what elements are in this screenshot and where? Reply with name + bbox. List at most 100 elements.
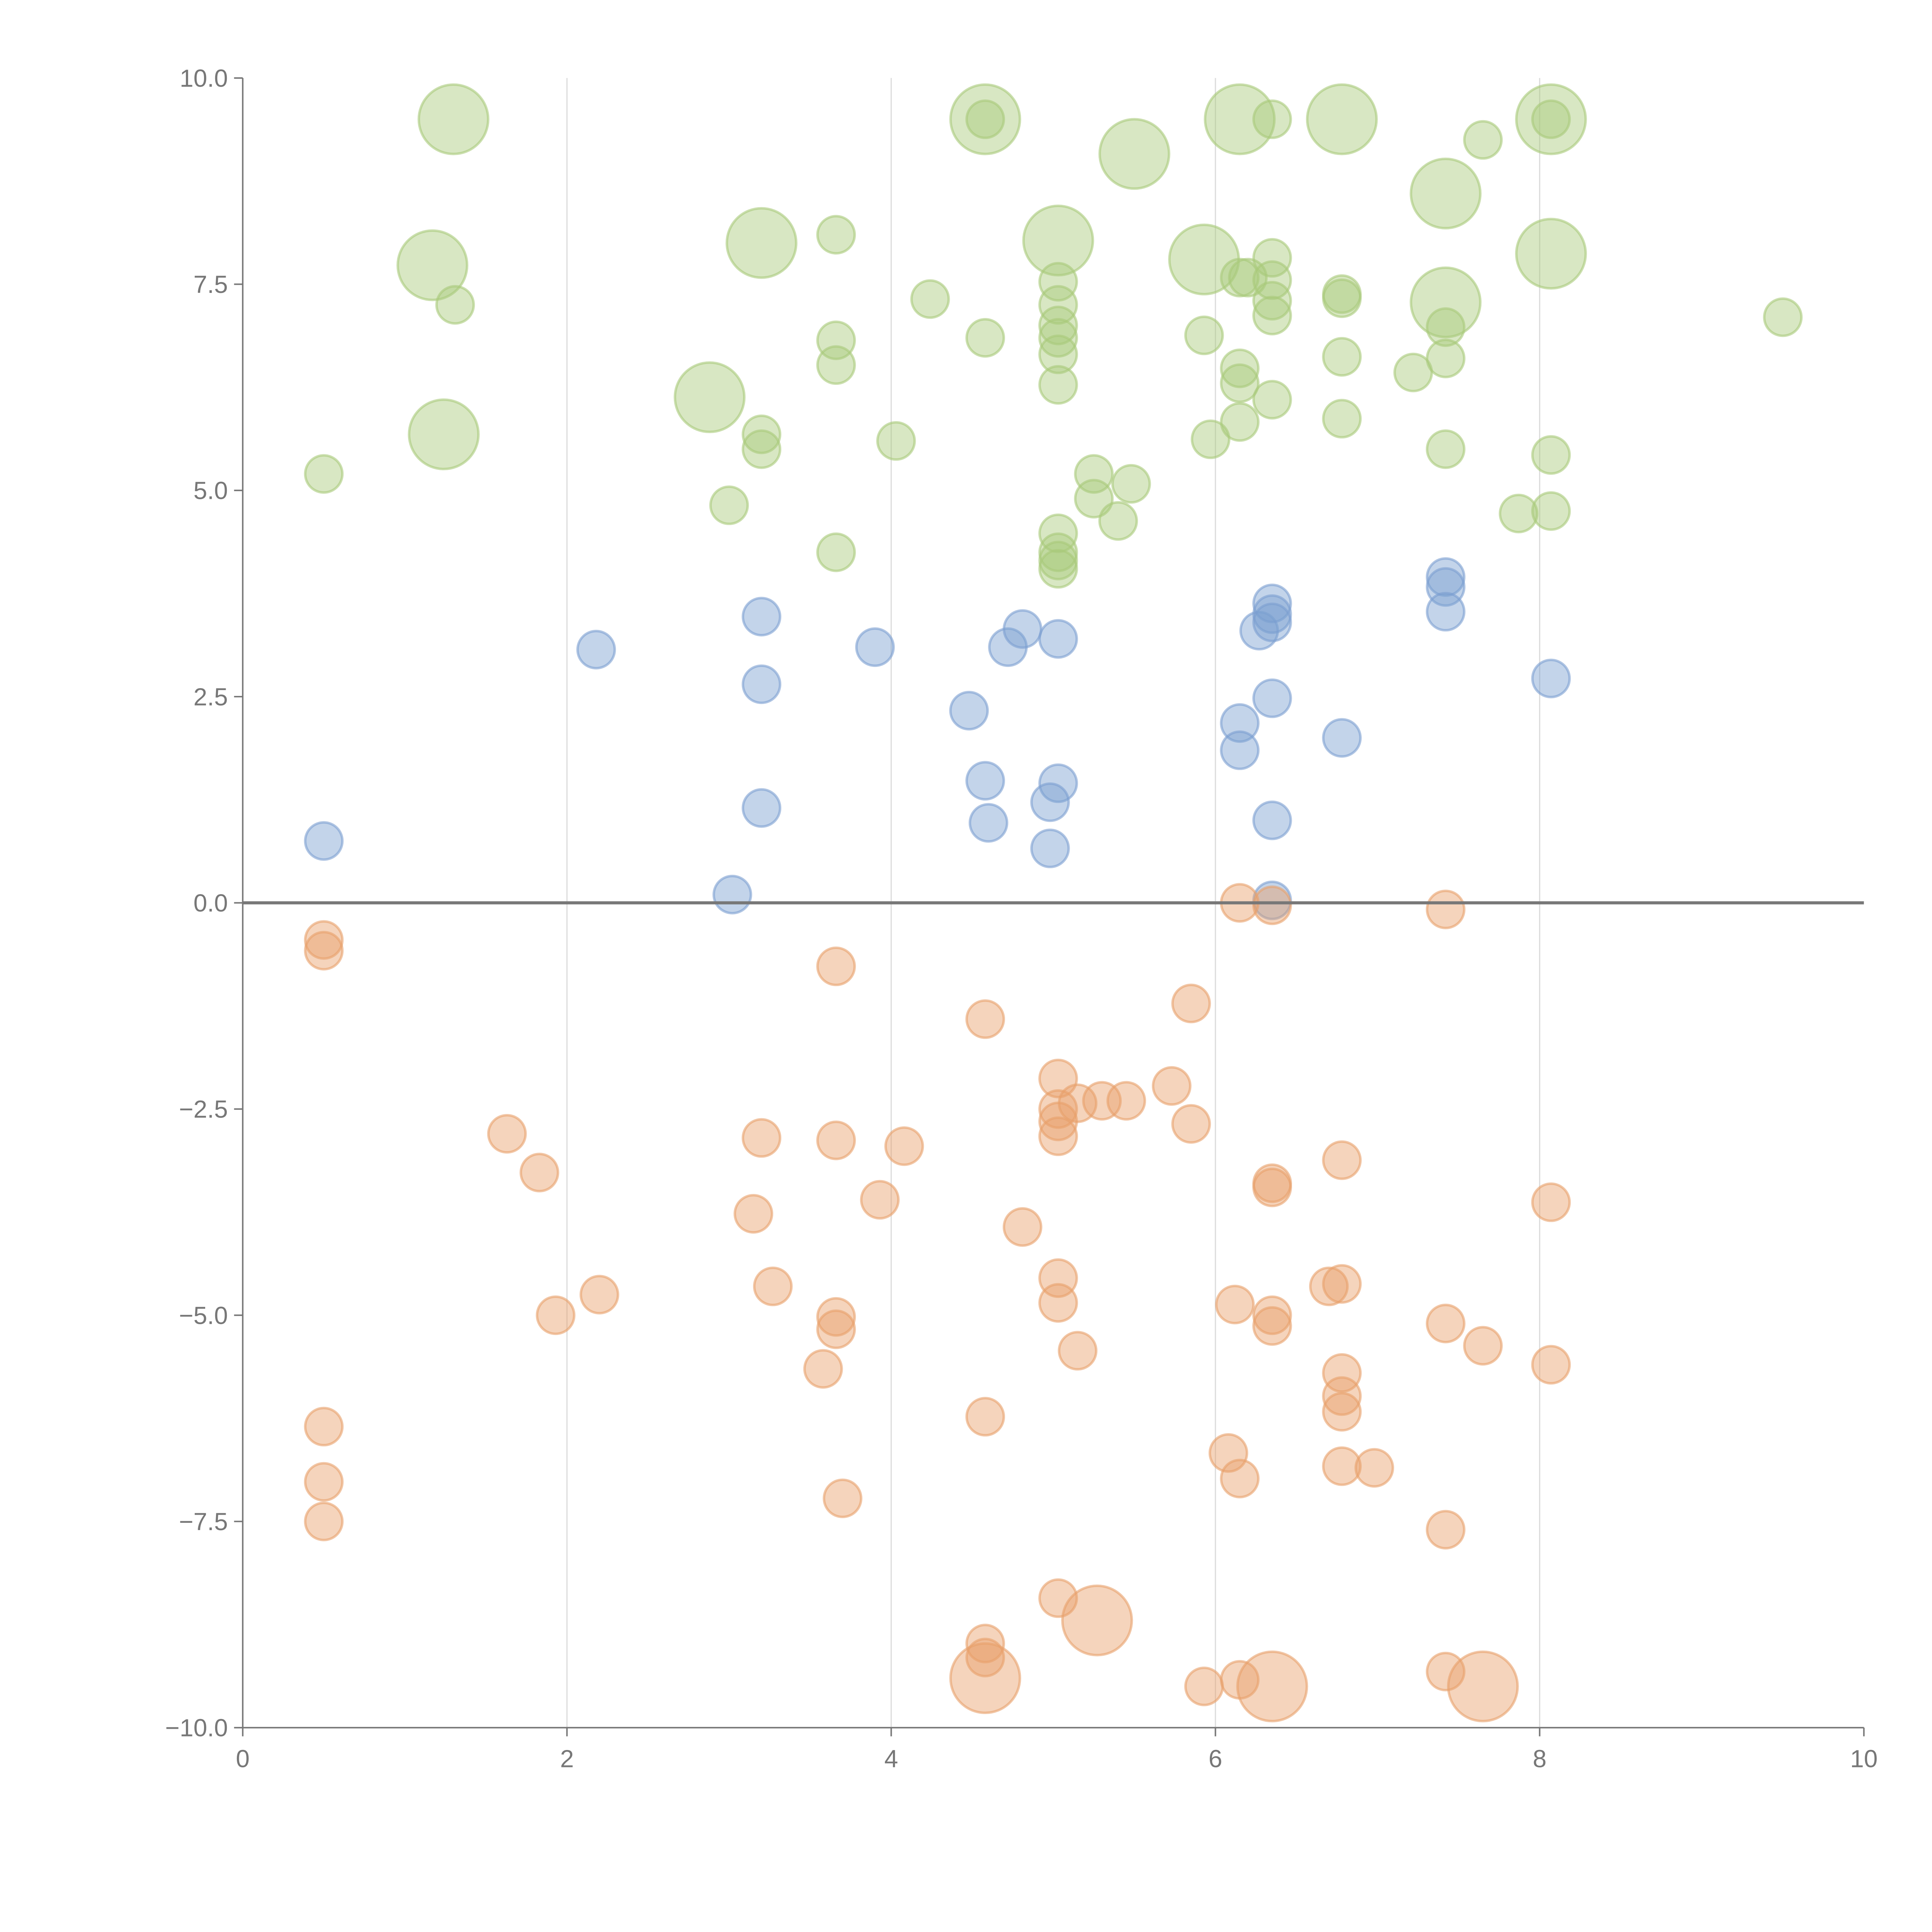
data-point-low <box>1208 1433 1248 1473</box>
data-point-high <box>1074 479 1114 519</box>
data-point-low <box>1447 1650 1519 1723</box>
data-point-middle <box>1531 658 1571 699</box>
data-point-high <box>1252 238 1292 278</box>
data-point-low <box>1252 1295 1292 1335</box>
x-tick-label: 10 <box>1850 1745 1878 1773</box>
data-point-high <box>1220 402 1260 442</box>
data-point-low <box>1425 1651 1466 1692</box>
data-point-high <box>1111 464 1151 504</box>
data-point-high <box>949 83 1021 155</box>
data-point-high <box>1531 491 1571 531</box>
data-point-low <box>965 1638 1005 1677</box>
data-point-low <box>1002 1207 1043 1247</box>
data-point-high <box>1498 493 1539 534</box>
x-tick-label: 2 <box>560 1745 574 1773</box>
data-point-low <box>487 1114 527 1154</box>
y-tick-label: 5.0 <box>194 477 228 505</box>
data-point-low <box>742 1118 782 1158</box>
x-tick-label: 4 <box>884 1745 898 1773</box>
y-tick-label: 0.0 <box>194 889 228 917</box>
data-point-low <box>304 1502 344 1541</box>
y-tick-label: −7.5 <box>179 1508 228 1536</box>
y-tick-label: 10.0 <box>180 64 228 92</box>
data-point-middle <box>1322 718 1362 758</box>
data-point-low <box>536 1295 576 1335</box>
data-point-low <box>816 1297 856 1337</box>
data-point-high <box>816 532 856 572</box>
data-point-high <box>1252 281 1292 321</box>
data-point-high <box>1322 337 1362 377</box>
y-axis-ticks: 10.0 7.5 5.0 2.5 0.0 −2.5 −5.0 −7.5 −10.0 <box>165 64 243 1742</box>
data-point-high <box>1038 334 1078 374</box>
data-point-low <box>823 1478 862 1519</box>
data-point-low <box>1236 1650 1308 1723</box>
y-tick-label: 2.5 <box>194 683 228 711</box>
data-point-high <box>1515 83 1587 155</box>
data-point-high <box>1184 315 1224 355</box>
data-point-low <box>1058 1331 1098 1371</box>
data-point-high <box>1425 429 1466 469</box>
data-point-low <box>965 999 1005 1039</box>
data-point-high <box>1204 83 1276 155</box>
data-point-high <box>1515 218 1587 290</box>
data-point-low <box>1322 1376 1362 1416</box>
data-point-high <box>1306 83 1378 155</box>
data-point-middle <box>742 597 782 637</box>
data-point-low <box>1252 885 1292 925</box>
data-point-middle <box>1030 828 1070 868</box>
y-tick-label: 7.5 <box>194 270 228 298</box>
data-point-high <box>1393 352 1433 393</box>
data-point-high <box>396 229 469 301</box>
data-point-high <box>1322 399 1362 439</box>
x-tick-label: 6 <box>1209 1745 1223 1773</box>
data-point-low <box>1151 1066 1192 1106</box>
data-point-low <box>1322 1353 1362 1393</box>
data-point-high <box>816 345 856 385</box>
data-point-low <box>1322 1140 1362 1180</box>
data-point-high <box>1038 306 1078 345</box>
data-point-low <box>1171 1104 1211 1144</box>
data-point-middle <box>1038 763 1078 803</box>
data-point-high <box>1098 501 1138 541</box>
data-point-high <box>1252 99 1292 139</box>
data-point-middle <box>1252 678 1292 718</box>
data-point-low <box>1425 1510 1466 1550</box>
data-point-low <box>753 1266 793 1306</box>
data-point-low <box>733 1194 774 1234</box>
x-tick-label: 0 <box>236 1745 250 1773</box>
data-point-middle <box>1252 594 1292 634</box>
data-point-high <box>1038 285 1078 325</box>
data-point-low <box>304 920 344 960</box>
data-point-high <box>408 398 480 471</box>
data-point-high <box>1463 120 1503 160</box>
data-point-high <box>1252 260 1292 300</box>
data-point-low <box>1061 1584 1133 1656</box>
data-point-high <box>435 285 475 325</box>
data-point-high <box>1038 262 1078 302</box>
data-point-middle <box>1220 703 1260 743</box>
x-tick-label: 8 <box>1533 1745 1547 1773</box>
data-point-high <box>709 485 749 525</box>
data-point-middle <box>1425 557 1466 597</box>
data-point-high <box>816 215 856 255</box>
data-point-low <box>1322 1392 1362 1432</box>
data-point-high <box>1410 157 1482 230</box>
data-point-low <box>816 946 856 986</box>
data-point-high <box>1190 419 1231 459</box>
data-point-middle <box>968 803 1009 843</box>
data-point-middle <box>1252 602 1292 643</box>
data-point-low <box>519 1153 560 1192</box>
data-point-low <box>884 1126 924 1166</box>
data-point-middle <box>712 874 752 915</box>
data-point-middle <box>304 821 344 861</box>
data-point-high <box>1252 296 1292 335</box>
data-point-high <box>742 414 782 454</box>
data-point-high <box>304 454 344 494</box>
data-point-high <box>1425 307 1466 347</box>
data-point-high <box>1763 297 1803 337</box>
data-point-high <box>910 279 950 319</box>
data-point-low <box>1425 1303 1466 1344</box>
data-point-high <box>1038 532 1078 572</box>
y-tick-label: −10.0 <box>165 1714 228 1742</box>
